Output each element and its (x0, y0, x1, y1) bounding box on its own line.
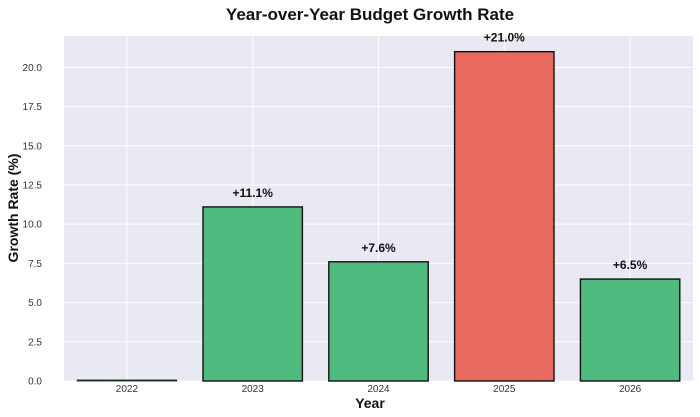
data-label-2026: +6.5% (613, 258, 648, 272)
bars-group (76, 50, 681, 382)
chart-title: Year-over-Year Budget Growth Rate (226, 5, 514, 24)
bar-2022 (76, 379, 177, 382)
data-label-2025: +21.0% (484, 31, 525, 45)
y-axis-label: Growth Rate (%) (5, 154, 21, 263)
y-tick-label: 20.0 (23, 63, 43, 74)
y-tick-label: 2.5 (28, 337, 42, 348)
y-tick-label: 7.5 (28, 259, 42, 270)
x-tick-label: 2022 (116, 384, 139, 395)
y-axis-ticks: 0.0 2.5 5.0 7.5 10.0 12.5 15.0 17.5 20.0 (23, 63, 43, 388)
bar-2025 (453, 50, 555, 382)
data-label-2023: +11.1% (233, 186, 274, 200)
x-axis-ticks: 2022 2023 2024 2025 2026 (116, 384, 642, 395)
y-tick-label: 10.0 (23, 220, 43, 231)
y-tick-label: 12.5 (23, 180, 43, 191)
y-tick-label: 15.0 (23, 141, 43, 152)
bar-2023 (202, 206, 304, 382)
y-tick-label: 5.0 (28, 298, 42, 309)
bar-2024 (328, 261, 429, 382)
x-axis-label: Year (355, 395, 385, 411)
x-tick-label: 2024 (367, 384, 390, 395)
x-tick-label: 2026 (619, 384, 642, 395)
y-tick-label: 0.0 (28, 377, 42, 388)
x-tick-label: 2025 (493, 384, 516, 395)
data-labels-group: +11.1% +7.6% +21.0% +6.5% (233, 31, 648, 272)
data-label-2024: +7.6% (361, 241, 396, 255)
bar-2026 (579, 278, 681, 382)
y-tick-label: 17.5 (23, 102, 43, 113)
x-tick-label: 2023 (242, 384, 265, 395)
